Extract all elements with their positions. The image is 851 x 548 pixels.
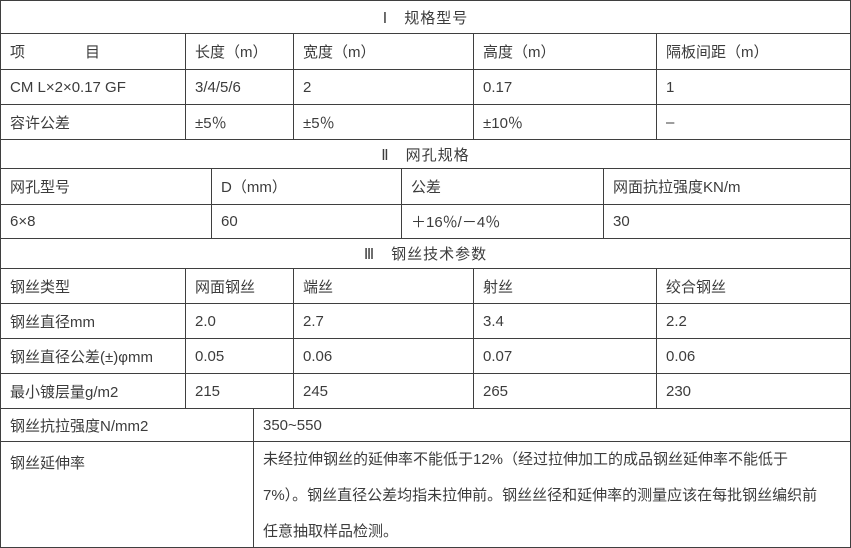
- spacing-tolerance-cell: –: [656, 105, 850, 139]
- wire-tolerance-stranded: 0.06: [656, 339, 850, 373]
- tensile-strength-row: 钢丝抗拉强度N/mm2 350~550: [1, 408, 850, 441]
- wire-tolerance-edge: 0.06: [293, 339, 473, 373]
- section1-header-spacing: 隔板间距（m）: [656, 34, 850, 69]
- d-value-cell: 60: [211, 205, 401, 238]
- section3-title-row: Ⅲ 钢丝技术参数: [1, 238, 850, 268]
- mesh-wire-header: 网面钢丝: [185, 269, 293, 303]
- coating-row: 最小镀层量g/m2 215 245 265 230: [1, 373, 850, 408]
- section1-title: Ⅰ 规格型号: [382, 9, 469, 27]
- wire-diameter-label: 钢丝直径mm: [10, 313, 95, 331]
- spacing-value-cell: 1: [656, 70, 850, 104]
- height-value-cell: 0.17: [473, 70, 656, 104]
- wire-tolerance-label: 钢丝直径公差(±)φmm: [10, 348, 153, 366]
- mesh-type-cell: 6×8: [10, 213, 36, 230]
- coating-lacing: 265: [473, 374, 656, 408]
- length-value-cell: 3/4/5/6: [185, 70, 293, 104]
- section2-header-d: D（mm）: [211, 169, 401, 204]
- section1-header-row: 项 目 长度（m） 宽度（m） 高度（m） 隔板间距（m）: [1, 33, 850, 69]
- height-tolerance-cell: ±10％: [473, 105, 656, 139]
- width-value-cell: 2: [293, 70, 473, 104]
- coating-mesh: 215: [185, 374, 293, 408]
- wire-diameter-lacing: 3.4: [473, 304, 656, 338]
- section2-title-row: Ⅱ 网孔规格: [1, 139, 850, 168]
- section1-header-width: 宽度（m）: [293, 34, 473, 69]
- section1-data-row-model: CM L×2×0.17 GF 3/4/5/6 2 0.17 1: [1, 69, 850, 104]
- section1-header-height: 高度（m）: [473, 34, 656, 69]
- mesh-strength-cell: 30: [603, 205, 850, 238]
- length-tolerance-cell: ±5％: [185, 105, 293, 139]
- width-tolerance-cell: ±5％: [293, 105, 473, 139]
- section1-header-item: 项 目: [10, 44, 101, 61]
- tolerance-label-cell: 容许公差: [10, 114, 71, 132]
- section1-header-length: 长度（m）: [185, 34, 293, 69]
- section2-header-strength: 网面抗拉强度KN/m: [603, 169, 850, 204]
- section2-header-tolerance: 公差: [401, 169, 603, 204]
- wire-tolerance-mesh: 0.05: [185, 339, 293, 373]
- coating-label: 最小镀层量g/m2: [10, 383, 119, 401]
- elongation-label: 钢丝延伸率: [10, 455, 86, 472]
- wire-diameter-edge: 2.7: [293, 304, 473, 338]
- wire-diameter-row: 钢丝直径mm 2.0 2.7 3.4 2.2: [1, 303, 850, 338]
- edge-wire-header: 端丝: [293, 269, 473, 303]
- elongation-value: 未经拉伸钢丝的延伸率不能低于12%（经过拉伸加工的成品钢丝延伸率不能低于7%）。…: [253, 442, 850, 547]
- wire-diameter-tolerance-row: 钢丝直径公差(±)φmm 0.05 0.06 0.07 0.06: [1, 338, 850, 373]
- wire-diameter-mesh: 2.0: [185, 304, 293, 338]
- stranded-wire-header: 绞合钢丝: [656, 269, 850, 303]
- section3-title: Ⅲ 钢丝技术参数: [363, 246, 488, 263]
- wire-type-header: 钢丝类型: [10, 278, 71, 296]
- mesh-tolerance-cell: ＋16％/－4％: [401, 205, 603, 238]
- coating-stranded: 230: [656, 374, 850, 408]
- section2-header-row: 网孔型号 D（mm） 公差 网面抗拉强度KN/m: [1, 168, 850, 204]
- coating-edge: 245: [293, 374, 473, 408]
- tensile-strength-value: 350~550: [253, 409, 850, 441]
- model-code-cell: CM L×2×0.17 GF: [10, 78, 126, 96]
- section1-data-row-tolerance: 容许公差 ±5％ ±5％ ±10％ –: [1, 104, 850, 139]
- section2-title: Ⅱ 网孔规格: [381, 146, 470, 164]
- section2-header-mesh-type: 网孔型号: [10, 179, 71, 196]
- section1-title-row: Ⅰ 规格型号: [1, 1, 850, 33]
- section2-data-row: 6×8 60 ＋16％/－4％ 30: [1, 204, 850, 238]
- wire-tolerance-lacing: 0.07: [473, 339, 656, 373]
- tensile-strength-label: 钢丝抗拉强度N/mm2: [10, 417, 149, 435]
- elongation-row: 钢丝延伸率 未经拉伸钢丝的延伸率不能低于12%（经过拉伸加工的成品钢丝延伸率不能…: [1, 441, 850, 547]
- lacing-wire-header: 射丝: [473, 269, 656, 303]
- section3-header-row: 钢丝类型 网面钢丝 端丝 射丝 绞合钢丝: [1, 268, 850, 303]
- wire-diameter-stranded: 2.2: [656, 304, 850, 338]
